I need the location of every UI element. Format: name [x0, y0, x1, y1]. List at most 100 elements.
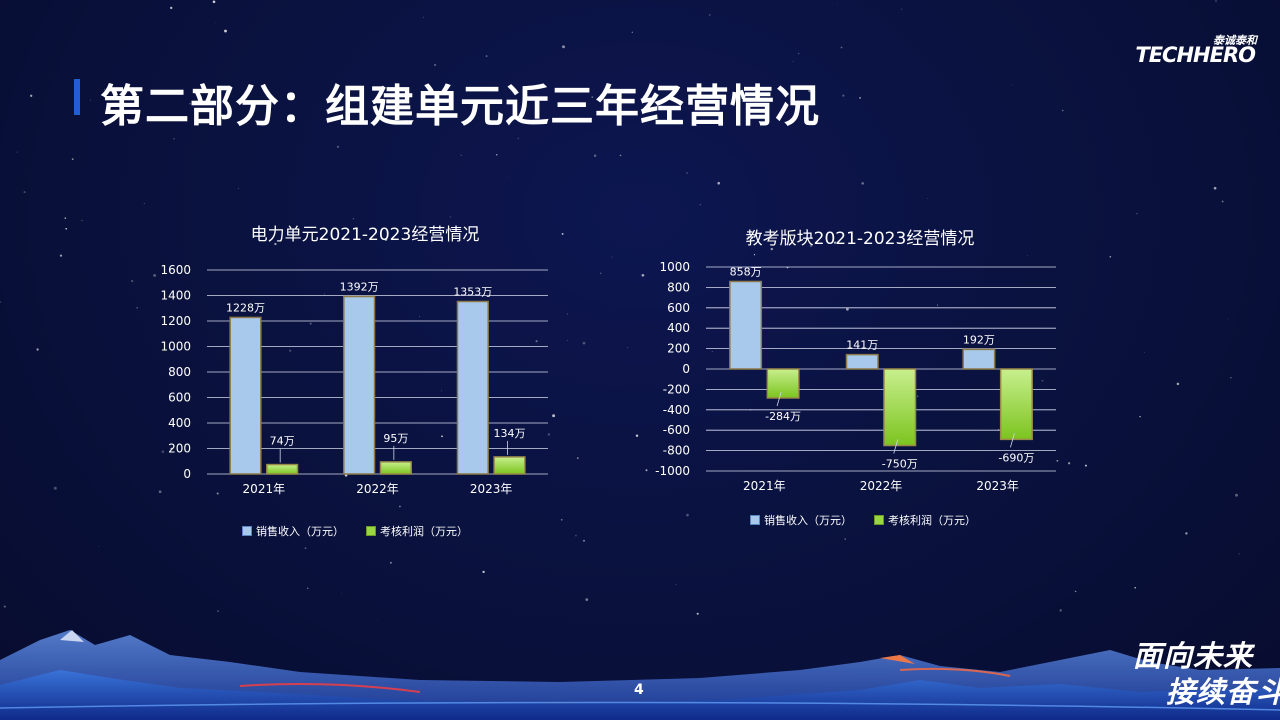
y-tick-label: 0	[183, 467, 191, 481]
star	[577, 457, 579, 459]
star	[582, 341, 586, 345]
star	[161, 450, 165, 454]
star	[309, 322, 312, 325]
x-tick-label: 2021年	[743, 479, 786, 493]
star	[709, 14, 711, 16]
star	[753, 254, 756, 256]
star	[833, 241, 837, 244]
bar-profit	[766, 368, 800, 399]
star	[792, 61, 794, 63]
x-tick-label: 2022年	[860, 479, 903, 493]
star	[1084, 464, 1087, 467]
legend-swatch-sales	[750, 515, 760, 525]
star	[635, 434, 639, 437]
star	[53, 486, 57, 490]
slogan-line-2: 接续奋斗	[1166, 675, 1280, 709]
legend-swatch-profit	[366, 526, 376, 536]
star	[809, 244, 813, 248]
star	[1027, 255, 1028, 256]
bar-profit	[883, 368, 917, 447]
star	[352, 218, 355, 220]
star	[517, 137, 520, 140]
star	[837, 4, 839, 6]
data-label: 141万	[846, 339, 878, 352]
y-tick-label: 1000	[160, 340, 191, 354]
y-tick-label: 1400	[160, 289, 191, 303]
chart-title: 教考版块2021-2023经营情况	[745, 229, 975, 249]
bar-sales	[962, 348, 996, 370]
star	[717, 181, 720, 185]
x-tick-label: 2023年	[976, 479, 1019, 493]
title-accent-bar	[74, 79, 80, 115]
star	[224, 29, 227, 33]
y-tick-label: 200	[168, 442, 191, 456]
y-tick-label: 600	[667, 301, 690, 315]
star	[336, 145, 340, 148]
star	[419, 316, 420, 317]
star	[307, 587, 309, 589]
bar-sales	[845, 353, 879, 370]
star	[1134, 586, 1136, 589]
star	[1139, 415, 1141, 418]
star	[496, 154, 498, 156]
star	[441, 435, 443, 438]
legend-label-sales: 销售收入（万元）	[764, 514, 852, 527]
star	[561, 232, 564, 235]
power-unit-chart: 电力单元2021-2023经营情况 0 200 400 600 800 1000 1200 1…	[150, 210, 580, 550]
chart-legend: 销售收入（万元） 考核利润（万元）	[242, 523, 468, 539]
star	[485, 55, 488, 58]
logo-chinese-text: 泰诚泰和	[1213, 34, 1257, 47]
bar-sales	[343, 295, 376, 475]
star	[81, 219, 83, 222]
y-tick-label: 600	[168, 391, 191, 405]
y-tick-label: 200	[667, 342, 690, 356]
y-tick-label: -1000	[655, 464, 690, 478]
x-tick-label: 2021年	[243, 482, 286, 496]
legend-item-profit: 考核利润（万元）	[874, 512, 976, 528]
star	[575, 534, 577, 537]
star	[212, 0, 216, 4]
star	[36, 348, 39, 351]
star	[1074, 590, 1077, 593]
star	[599, 272, 602, 275]
star	[136, 307, 138, 309]
star	[917, 395, 919, 397]
star	[686, 172, 688, 174]
chart-legend: 销售收入（万元） 考核利润（万元）	[750, 512, 976, 528]
star	[89, 99, 91, 101]
slogan-line-1: 面向未来	[1133, 639, 1254, 673]
bar-profit	[999, 368, 1033, 441]
star	[1185, 532, 1188, 535]
star	[808, 89, 812, 93]
data-label: 858万	[730, 265, 762, 278]
data-label: 192万	[963, 333, 995, 346]
star	[384, 238, 388, 241]
star	[3, 605, 6, 608]
y-tick-label: 800	[168, 365, 191, 379]
star	[433, 63, 437, 67]
star	[1136, 213, 1138, 215]
star	[104, 88, 106, 90]
data-label: -690万	[998, 451, 1034, 464]
y-tick-label: 1000	[659, 260, 690, 274]
mountain-landscape-decoration	[0, 630, 1280, 720]
legend-item-sales: 销售收入（万元）	[750, 512, 852, 528]
star	[631, 31, 633, 33]
star	[780, 237, 782, 239]
bar-sales	[456, 300, 489, 475]
star	[566, 313, 568, 315]
star	[341, 592, 342, 594]
star	[611, 256, 613, 258]
star	[761, 87, 764, 91]
star	[59, 254, 63, 257]
star	[1109, 256, 1112, 258]
star	[1056, 459, 1059, 462]
y-tick-label: -800	[663, 444, 690, 458]
legend-swatch-profit	[874, 515, 884, 525]
star	[627, 347, 629, 349]
bar-profit	[379, 461, 412, 475]
label-leader-line	[776, 391, 782, 407]
star	[215, 22, 217, 24]
star	[1238, 553, 1240, 555]
star	[1011, 84, 1013, 86]
